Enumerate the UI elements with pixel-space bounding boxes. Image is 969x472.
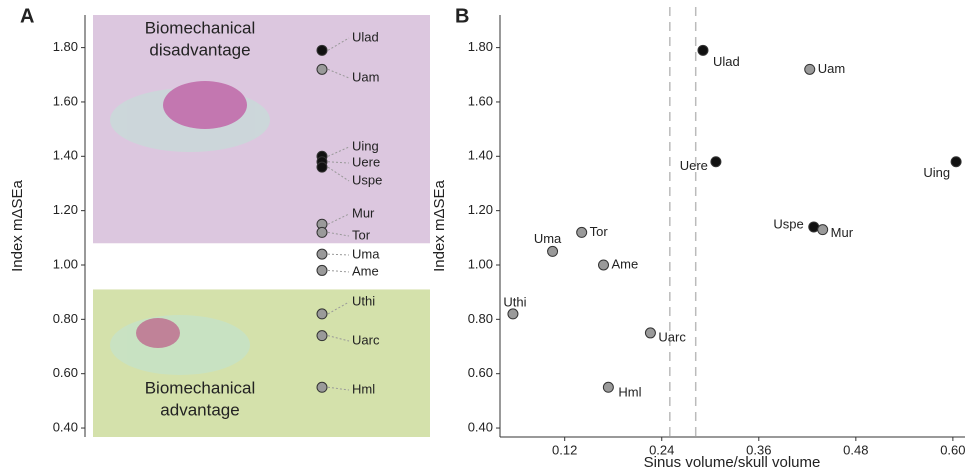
data-point [317, 227, 327, 237]
y-tick-label: 1.00 [53, 256, 78, 271]
point-label: Uthi [503, 294, 526, 309]
point-label: Uthi [352, 293, 375, 308]
point-label: Mur [352, 205, 375, 220]
point-label: Tor [590, 224, 609, 239]
y-tick-label: 0.40 [468, 419, 493, 434]
y-tick-label: 1.20 [53, 202, 78, 217]
data-point [317, 45, 327, 55]
y-tick-label: 0.60 [53, 365, 78, 380]
region-label: Biomechanical [145, 18, 256, 37]
point-label: Uarc [352, 332, 380, 347]
point-label: Uma [534, 231, 562, 246]
point-label: Ulad [713, 54, 740, 69]
point-label: Uma [352, 246, 380, 261]
point-label: Uspe [352, 172, 382, 187]
data-point [645, 328, 655, 338]
y-tick-label: 1.80 [468, 39, 493, 54]
point-label: Uere [352, 154, 380, 169]
point-label: Mur [831, 225, 854, 240]
panel-label: A [20, 5, 34, 27]
point-label: Uing [352, 138, 379, 153]
y-tick-label: 0.80 [53, 311, 78, 326]
point-label: Uspe [773, 216, 803, 231]
data-point [317, 331, 327, 341]
y-axis-title: Index mΔSEa [431, 179, 448, 271]
point-label: Uing [923, 165, 950, 180]
point-label: Uere [680, 158, 708, 173]
data-point [698, 45, 708, 55]
data-point [805, 64, 815, 74]
skull-shape [110, 315, 250, 375]
point-label: Uam [818, 61, 845, 76]
y-tick-label: 1.40 [468, 148, 493, 163]
data-point [508, 309, 518, 319]
point-label: Tor [352, 227, 371, 242]
data-point [317, 309, 327, 319]
data-point [599, 260, 609, 270]
data-point [317, 249, 327, 259]
point-label: Ame [352, 263, 379, 278]
data-point [951, 157, 961, 167]
point-label: Hml [618, 385, 641, 400]
region-label: disadvantage [149, 40, 250, 59]
point-label: Uam [352, 69, 379, 84]
point-label: Hml [352, 381, 375, 396]
panel-label: B [455, 5, 469, 27]
y-tick-label: 0.80 [468, 311, 493, 326]
region-label: Biomechanical [145, 378, 256, 397]
leader-line [328, 254, 349, 255]
leader-line [328, 270, 349, 272]
x-tick-label: 0.48 [843, 442, 868, 457]
point-label: Ulad [352, 29, 379, 44]
y-axis-title: Index mΔSEa [9, 179, 26, 271]
data-point [577, 227, 587, 237]
brain-shape [136, 318, 180, 348]
y-tick-label: 1.60 [53, 93, 78, 108]
data-point [317, 382, 327, 392]
data-point [317, 265, 327, 275]
data-point [818, 225, 828, 235]
data-point [317, 64, 327, 74]
y-tick-label: 1.20 [468, 202, 493, 217]
region-label: advantage [160, 400, 239, 419]
data-point [603, 382, 613, 392]
figure: Biomechanical disadvantage Biomechanical ad… [0, 0, 969, 472]
point-label: Uarc [658, 329, 686, 344]
y-tick-label: 0.40 [53, 419, 78, 434]
point-label: Ame [612, 256, 639, 271]
y-tick-label: 1.80 [53, 39, 78, 54]
x-tick-label: 0.12 [552, 442, 577, 457]
data-point [548, 246, 558, 256]
y-tick-label: 0.60 [468, 365, 493, 380]
y-tick-label: 1.00 [468, 256, 493, 271]
brain-shape [163, 81, 247, 129]
y-tick-label: 1.40 [53, 148, 78, 163]
data-point [711, 157, 721, 167]
data-point [317, 162, 327, 172]
y-tick-label: 1.60 [468, 93, 493, 108]
x-axis-title: Sinus volume/skull volume [644, 454, 821, 471]
x-tick-label: 0.60 [940, 442, 965, 457]
